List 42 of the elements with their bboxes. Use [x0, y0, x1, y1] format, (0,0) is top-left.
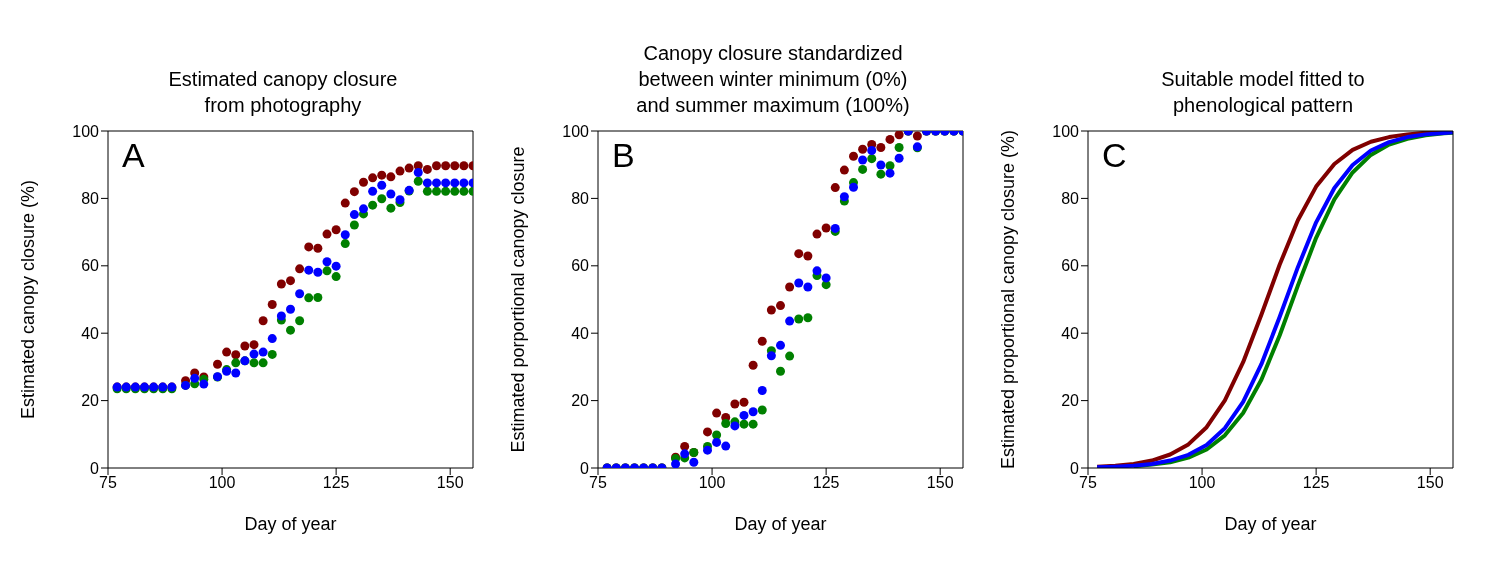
y-tick-label: 40: [1061, 324, 1080, 342]
chart-title: Canopy closure standardized between winter minimum (0%) and summer maximum (100%): [636, 41, 910, 118]
x-tick-label: 100: [208, 474, 236, 492]
y-tick-label: 40: [571, 324, 590, 342]
y-tick-label: 40: [81, 324, 100, 342]
x-tick-label: 100: [1188, 474, 1216, 492]
x-tick-label: 100: [698, 474, 726, 492]
annotation: C: [1102, 136, 1127, 175]
x-axis-title: Day of year: [1224, 514, 1317, 534]
y-tick-label: 80: [81, 190, 100, 208]
y-tick-label: 80: [571, 190, 590, 208]
y-tick-label: 0: [90, 459, 100, 477]
x-tick-label: 75: [589, 474, 607, 492]
x-tick-label: 150: [1416, 474, 1444, 492]
chart-title: Suitable model fitted to phenological pattern: [1161, 67, 1365, 118]
x-tick-label: 125: [812, 474, 840, 492]
chart-title: Estimated canopy closure from photography: [168, 67, 398, 118]
y-tick-label: 60: [571, 257, 590, 275]
x-tick-label: 150: [926, 474, 954, 492]
y-axis-title: Estimated canopy closure (%): [18, 179, 39, 420]
x-tick-label: 150: [436, 474, 464, 492]
annotation: B: [612, 136, 635, 175]
y-tick-label: 100: [562, 122, 590, 140]
x-tick-label: 125: [322, 474, 350, 492]
y-tick-label: 60: [81, 257, 100, 275]
y-axis-title: Estimated porportional canopy closure: [508, 146, 529, 453]
y-tick-label: 80: [1061, 190, 1080, 208]
y-axis-title: Estimated proportional canopy closure (%): [998, 129, 1019, 470]
x-tick-label: 75: [1079, 474, 1097, 492]
y-tick-label: 100: [72, 122, 100, 140]
y-tick-label: 20: [1061, 392, 1080, 410]
annotation: A: [122, 136, 145, 175]
x-axis-title: Day of year: [734, 514, 827, 534]
y-tick-label: 20: [571, 392, 590, 410]
y-tick-label: 0: [1070, 459, 1080, 477]
y-tick-label: 0: [580, 459, 590, 477]
x-axis-title: Day of year: [244, 514, 337, 534]
y-tick-label: 20: [81, 392, 100, 410]
y-tick-label: 60: [1061, 257, 1080, 275]
x-tick-label: 125: [1302, 474, 1330, 492]
x-tick-label: 75: [99, 474, 117, 492]
y-tick-label: 100: [1052, 122, 1080, 140]
